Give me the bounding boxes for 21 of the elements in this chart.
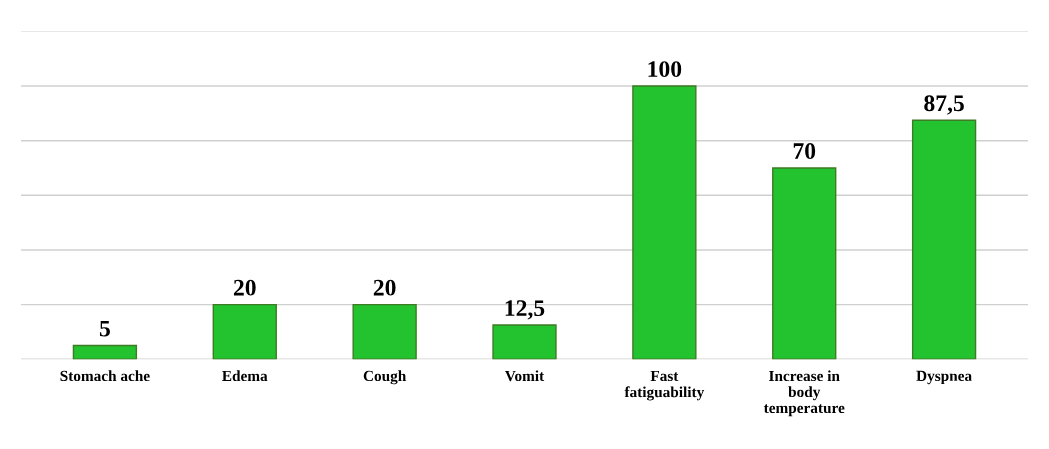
- bar: [212, 303, 277, 360]
- bar: [772, 167, 837, 360]
- x-tick-label: Fast fatiguability: [624, 370, 705, 401]
- bar: [632, 85, 697, 360]
- data-label: 100: [648, 61, 682, 78]
- data-label: 20: [373, 279, 396, 296]
- bar: [492, 324, 557, 360]
- x-tick-label: Increase in body temperature: [763, 370, 845, 417]
- x-tick-label: Edema: [222, 370, 268, 382]
- bar: [911, 119, 977, 360]
- data-label: 87,5: [924, 95, 964, 115]
- x-tick-label: Vomit: [505, 370, 545, 382]
- data-label: 12,5: [505, 300, 545, 320]
- data-label: 70: [793, 143, 816, 160]
- data-label: 20: [233, 279, 256, 296]
- bar: [72, 344, 138, 360]
- data-label: 5: [99, 320, 110, 337]
- x-tick-label: Stomach ache: [60, 370, 150, 382]
- x-tick-label: Dyspnea: [916, 370, 972, 385]
- bar: [352, 303, 417, 360]
- x-tick-label: Cough: [363, 370, 407, 385]
